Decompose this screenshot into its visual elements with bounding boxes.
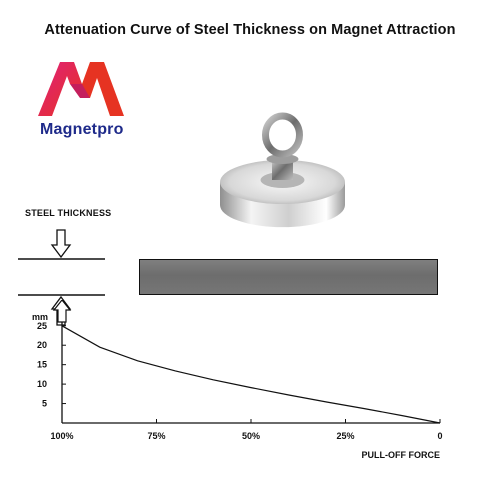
arrow-down-icon: [50, 229, 72, 259]
magnet-icon: [220, 112, 345, 228]
y-tick-label: 20: [37, 340, 47, 350]
brand-name: Magnetpro: [40, 121, 124, 138]
steel-thickness-label: STEEL THICKNESS: [25, 208, 112, 218]
x-tick-label: 0: [437, 431, 442, 441]
x-axis-label: PULL-OFF FORCE: [362, 450, 441, 460]
x-tick-label: 25%: [336, 431, 354, 441]
y-axis-arrow-icon: [52, 300, 72, 323]
steel-plate: [139, 259, 438, 295]
y-axis-unit: mm: [32, 312, 48, 322]
x-tick-label: 75%: [147, 431, 165, 441]
x-tick-label: 50%: [242, 431, 260, 441]
chart-title: Attenuation Curve of Steel Thickness on …: [44, 22, 456, 38]
y-tick-label: 10: [37, 379, 47, 389]
y-tick-label: 25: [37, 321, 47, 331]
attenuation-curve-line: [61, 325, 441, 424]
x-tick-label: 100%: [50, 431, 73, 441]
y-tick-label: 5: [42, 399, 47, 409]
y-tick-label: 15: [37, 360, 47, 370]
magnetpro-logo-icon: [38, 62, 124, 116]
